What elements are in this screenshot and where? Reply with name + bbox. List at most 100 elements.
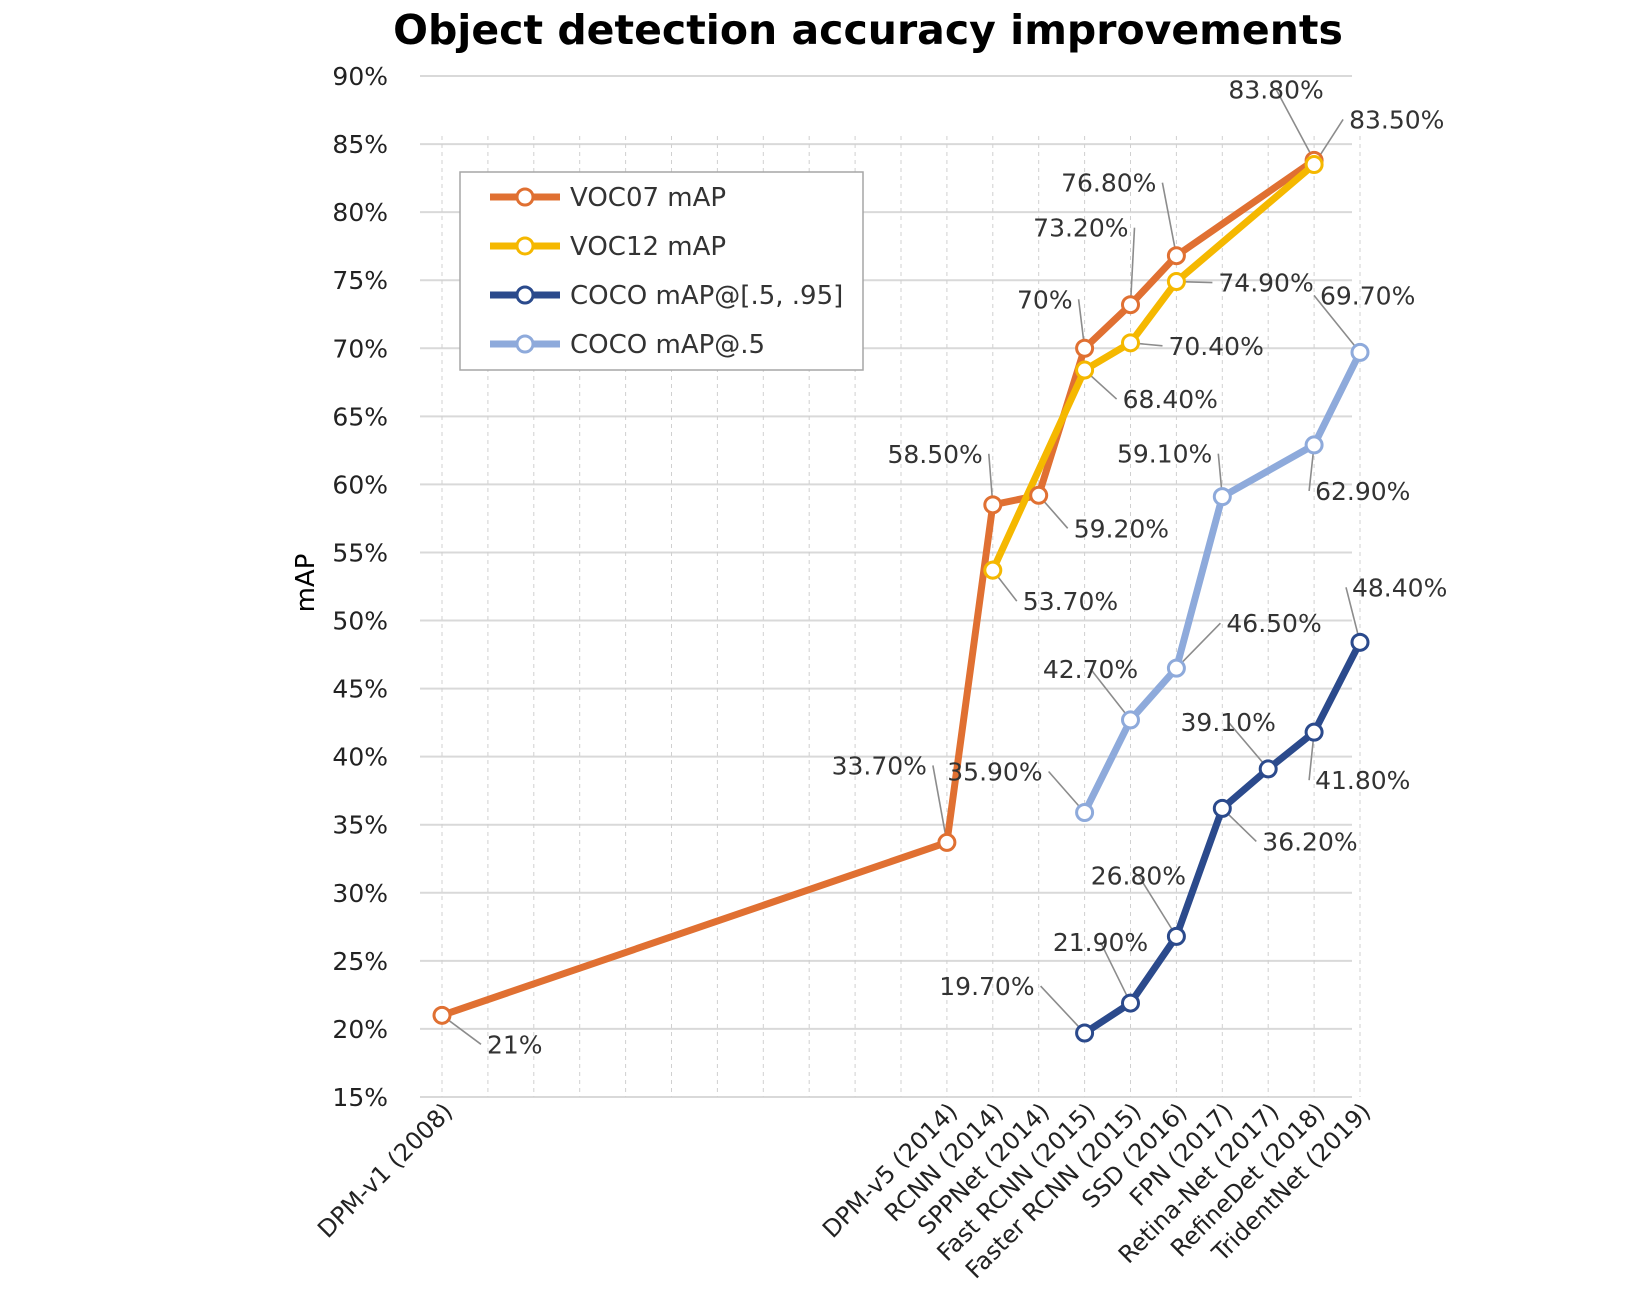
data-label-voc07-map: 58.50% <box>887 440 982 469</box>
data-label-voc07-map: 33.70% <box>832 751 927 780</box>
data-label-leader <box>1275 89 1315 161</box>
y-tick-label: 20% <box>332 1015 388 1044</box>
data-label-voc07-map: 21% <box>487 1030 543 1059</box>
data-label-voc07-map: 76.80% <box>1061 169 1156 198</box>
point-marker-coco-map-5-95 <box>1258 759 1278 779</box>
legend-label: VOC07 mAP <box>570 183 726 213</box>
y-tick-label: 35% <box>332 811 388 840</box>
y-tick-label: 90% <box>332 62 388 91</box>
legend-item-voc12-map: VOC12 mAP <box>490 232 726 262</box>
y-tick-label: 25% <box>332 947 388 976</box>
data-label-voc07-map: 83.80% <box>1228 75 1323 104</box>
series-markers <box>432 150 1370 1043</box>
data-label-coco-map-5-95: 39.10% <box>1181 708 1276 737</box>
point-marker-coco-map-5-95 <box>1166 926 1186 946</box>
point-marker-voc07-map <box>1075 338 1095 358</box>
data-label-voc12-map: 74.90% <box>1218 269 1313 298</box>
data-label-leader <box>1129 227 1136 305</box>
point-marker-voc12-map <box>1121 333 1140 353</box>
legend-swatch-marker <box>515 236 535 256</box>
point-marker-coco-map-5 <box>1166 658 1186 678</box>
data-label-voc12-map: 83.50% <box>1349 105 1444 134</box>
data-label-leader <box>932 765 948 843</box>
legend-swatch-marker <box>515 334 535 354</box>
point-marker-voc07-map <box>1029 485 1049 505</box>
point-marker-coco-map-5 <box>1350 342 1370 362</box>
data-label-voc07-map: 59.20% <box>1074 514 1169 543</box>
y-axis-label: mAP <box>291 554 321 613</box>
legend: VOC07 mAP VOC12 mAP COCO mAP@[.5, .95] COCO… <box>459 171 864 371</box>
data-label-coco-map-5-95: 36.20% <box>1262 827 1357 856</box>
y-tick-label: 65% <box>332 402 388 431</box>
y-tick-label: 30% <box>332 879 388 908</box>
data-label-coco-map-5-95: 41.80% <box>1315 766 1410 795</box>
point-marker-coco-map-5-95 <box>1350 632 1370 652</box>
data-label-coco-map-5: 46.50% <box>1226 609 1321 638</box>
data-label-coco-map-5-95: 26.80% <box>1091 861 1186 890</box>
legend-item-voc07-map: VOC07 mAP <box>490 183 726 213</box>
y-tick-label: 85% <box>332 130 388 159</box>
point-marker-voc07-map <box>1121 295 1140 315</box>
point-marker-voc12-map <box>983 560 1003 580</box>
legend-swatch-marker <box>515 285 535 305</box>
data-label-leader <box>1227 721 1269 770</box>
legend-label: COCO mAP@.5 <box>570 330 765 360</box>
legend-item-coco-map-5-95: COCO mAP@[.5, .95] <box>490 281 843 311</box>
data-label-coco-map-5: 42.70% <box>1043 655 1138 684</box>
data-label-leader <box>1161 182 1178 256</box>
y-tick-label: 50% <box>332 607 388 636</box>
point-marker-voc07-map <box>1166 246 1186 266</box>
chart-title: Object detection accuracy improvements <box>393 6 1343 54</box>
y-tick-label: 75% <box>332 266 388 295</box>
data-label-coco-map-5-95: 48.40% <box>1352 573 1447 602</box>
point-marker-voc12-map <box>1166 272 1186 292</box>
data-label-leader <box>1089 668 1132 721</box>
point-marker-coco-map-5 <box>1121 710 1140 730</box>
data-label-coco-map-5-95: 21.90% <box>1053 928 1148 957</box>
data-label-voc07-map: 73.20% <box>1033 214 1128 243</box>
point-marker-coco-map-5-95 <box>1121 993 1140 1013</box>
y-tick-label: 15% <box>332 1083 388 1112</box>
data-label-voc12-map: 53.70% <box>1023 587 1118 616</box>
point-marker-voc07-map <box>937 832 957 852</box>
data-label-leader <box>1099 941 1132 1004</box>
point-marker-coco-map-5-95 <box>1075 1023 1095 1043</box>
data-label-coco-map-5-95: 19.70% <box>939 972 1034 1001</box>
y-tick-label: 70% <box>332 334 388 363</box>
data-label-voc12-map: 68.40% <box>1123 385 1218 414</box>
data-labels: 21% 33.70% 58.50% 59.20% 70% 73.20% 76.80% 83.8… <box>487 75 1447 1059</box>
series-line-coco-map-5 <box>1081 350 1364 815</box>
y-tick-labels: 15% 20% 25% 30% 35% 40% 45% 50% 55% 60% 65% 70% 75% 8… <box>332 62 388 1112</box>
y-tick-label: 40% <box>332 743 388 772</box>
y-tick-label: 80% <box>332 198 388 227</box>
x-tick-labels: DPM-v1 (2008) DPM-v5 (2014)RCNN (2014)SPP… <box>312 1097 1376 1284</box>
data-label-voc07-map: 70% <box>1017 285 1073 314</box>
data-label-leader <box>1040 985 1086 1034</box>
data-label-leader <box>1313 294 1361 353</box>
data-label-coco-map-5: 35.90% <box>947 757 1042 786</box>
data-label-leader <box>1137 874 1178 937</box>
legend-label: VOC12 mAP <box>570 232 726 262</box>
data-label-coco-map-5: 62.90% <box>1315 477 1410 506</box>
data-label-coco-map-5: 69.70% <box>1320 281 1415 310</box>
point-marker-voc12-map <box>1304 154 1324 174</box>
y-tick-label: 45% <box>332 675 388 704</box>
data-label-leader <box>1175 622 1221 669</box>
data-label-voc12-map: 70.40% <box>1169 332 1264 361</box>
point-marker-voc12-map <box>1075 360 1095 380</box>
y-tick-label: 60% <box>332 470 388 499</box>
point-marker-coco-map-5-95 <box>1304 722 1324 742</box>
legend-swatch-marker <box>515 187 535 207</box>
point-marker-coco-map-5-95 <box>1212 798 1232 818</box>
x-tick-label: DPM-v1 (2008) <box>312 1097 458 1243</box>
legend-label: COCO mAP@[.5, .95] <box>570 281 843 311</box>
point-marker-coco-map-5 <box>1304 435 1324 455</box>
y-tick-label: 55% <box>332 538 388 567</box>
point-marker-voc07-map <box>432 1005 452 1025</box>
point-marker-coco-map-5 <box>1075 802 1095 822</box>
point-marker-voc07-map <box>983 495 1003 515</box>
data-label-coco-map-5: 59.10% <box>1117 440 1212 469</box>
legend-item-coco-map-5: COCO mAP@.5 <box>490 330 765 360</box>
point-marker-coco-map-5 <box>1212 487 1232 507</box>
